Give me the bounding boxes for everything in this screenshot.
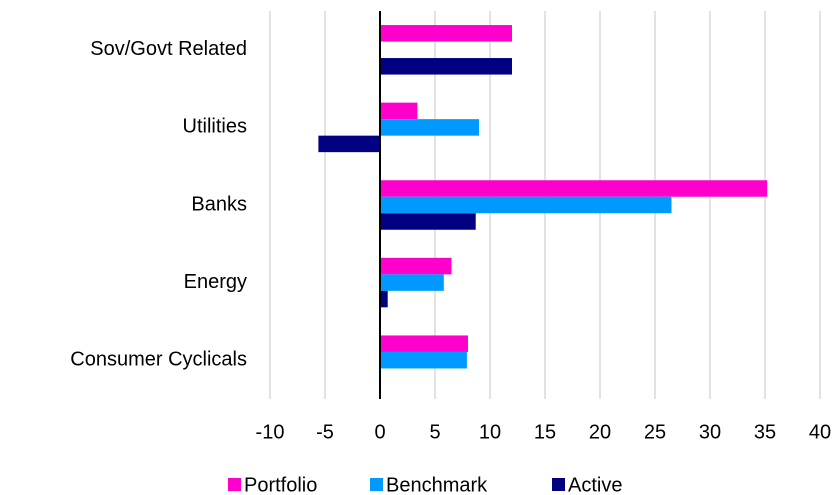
bar (380, 180, 768, 197)
bar (380, 196, 672, 214)
x-tick-label: 30 (699, 421, 721, 443)
x-tick-label: 40 (809, 421, 831, 443)
bar (380, 351, 467, 369)
x-tick-label: -10 (256, 421, 285, 443)
bar (380, 257, 452, 275)
bar (380, 25, 512, 42)
legend-swatch (228, 478, 241, 491)
x-tick-label: 35 (754, 421, 776, 443)
x-tick-label: 10 (479, 421, 501, 443)
bar (380, 58, 512, 75)
bar (380, 335, 468, 352)
y-tick-label: Banks (191, 193, 247, 215)
y-tick-label: Utilities (183, 116, 247, 138)
x-tick-label: -5 (316, 421, 334, 443)
legend-label: Active (568, 474, 622, 495)
bar (380, 213, 476, 230)
bar (380, 119, 479, 136)
bar (380, 274, 444, 291)
legend-swatch (370, 478, 383, 491)
bar (380, 102, 418, 120)
x-tick-label: 0 (374, 421, 385, 443)
y-tick-label: Sov/Govt Related (90, 38, 247, 60)
legend-swatch (552, 478, 565, 491)
y-tick-label: Energy (184, 271, 247, 293)
y-tick-label: Consumer Cyclicals (70, 348, 247, 370)
x-tick-label: 15 (534, 421, 556, 443)
x-tick-label: 25 (644, 421, 666, 443)
bar (318, 135, 380, 153)
x-tick-label: 5 (429, 421, 440, 443)
legend-label: Benchmark (386, 474, 488, 495)
bar (380, 290, 388, 308)
legend-label: Portfolio (244, 474, 317, 495)
x-tick-label: 20 (589, 421, 611, 443)
